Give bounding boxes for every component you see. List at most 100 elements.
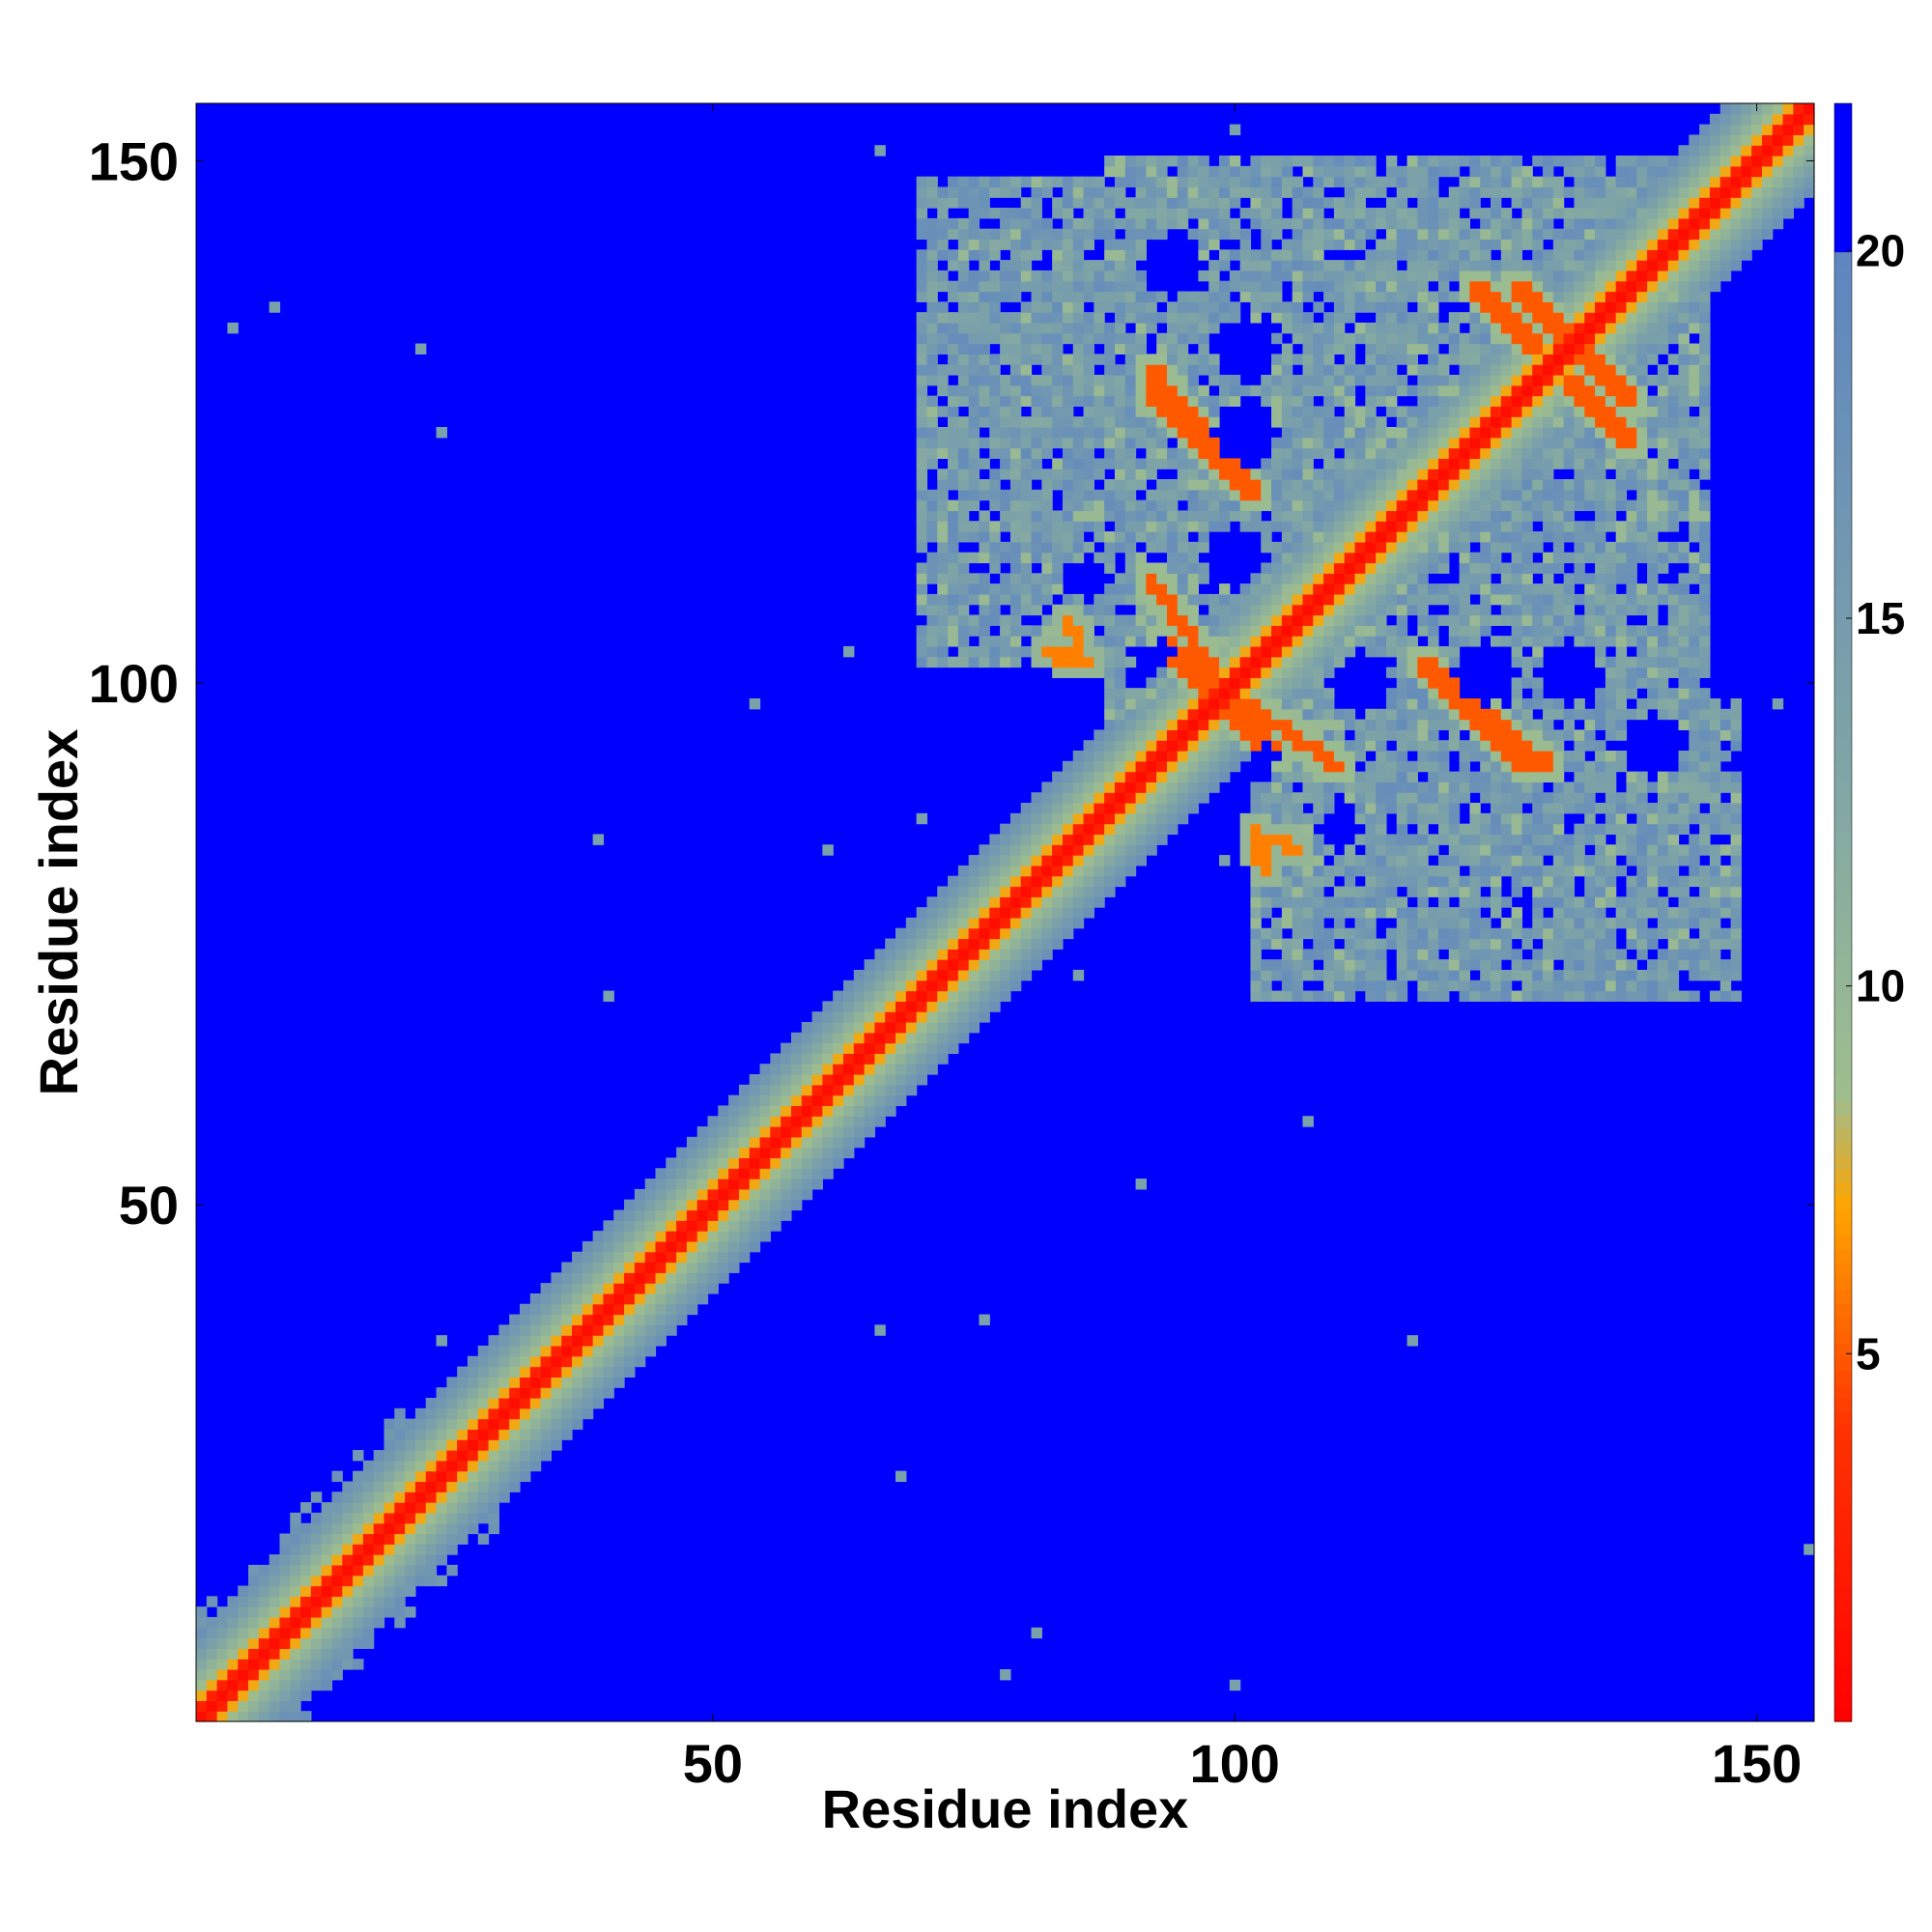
heatmap-cell	[843, 980, 855, 992]
heatmap-cell	[833, 1116, 844, 1127]
heatmap-cell	[1167, 803, 1179, 814]
heatmap-cell	[1521, 729, 1533, 741]
heatmap-cell	[644, 1303, 657, 1316]
heatmap-cell	[1406, 499, 1418, 512]
heatmap-cell	[1271, 217, 1283, 230]
heatmap-cell	[1491, 469, 1502, 480]
heatmap-cell	[759, 1136, 771, 1149]
heatmap-cell	[1532, 343, 1544, 355]
heatmap-cell	[770, 1084, 781, 1096]
heatmap-cell	[759, 1116, 771, 1127]
heatmap-cell	[1146, 186, 1157, 198]
heatmap-cell	[770, 1116, 781, 1127]
heatmap-cell	[864, 1105, 876, 1117]
heatmap-cell	[1385, 604, 1398, 616]
heatmap-cell	[1239, 823, 1252, 836]
heatmap-cell	[1313, 812, 1324, 825]
heatmap-cell	[1511, 949, 1523, 960]
heatmap-cell	[227, 1616, 239, 1629]
heatmap-cell	[551, 1345, 562, 1357]
heatmap-cell	[707, 1199, 719, 1211]
heatmap-cell	[1020, 343, 1033, 355]
heatmap-cell	[1302, 907, 1314, 919]
heatmap-cell	[1062, 803, 1074, 814]
heatmap-cell	[310, 1544, 323, 1555]
heatmap-cell	[405, 1481, 416, 1492]
heatmap-cell	[1313, 239, 1324, 250]
heatmap-cell	[1417, 917, 1429, 929]
heatmap-cell	[1543, 990, 1554, 1002]
heatmap-cell	[279, 1616, 291, 1629]
heatmap-cell	[979, 239, 990, 250]
heatmap-cell	[833, 1105, 844, 1117]
heatmap-cell	[1062, 176, 1074, 188]
heatmap-cell	[1177, 489, 1189, 501]
heatmap-cell	[957, 186, 970, 198]
heatmap-cell	[1271, 573, 1283, 584]
heatmap-cell	[1219, 771, 1231, 783]
heatmap-cell	[310, 1627, 323, 1639]
heatmap-cell	[1511, 907, 1523, 919]
heatmap-cell	[1062, 886, 1074, 897]
heatmap-cell	[1187, 437, 1200, 449]
heatmap-cell	[1500, 531, 1513, 543]
heatmap-cell	[1062, 416, 1074, 428]
heatmap-cell	[1365, 844, 1377, 856]
heatmap-cell	[1020, 332, 1033, 345]
heatmap-cell	[1376, 280, 1387, 293]
heatmap-cell	[1072, 437, 1085, 449]
heatmap-cell	[258, 1659, 270, 1670]
heatmap-cell	[321, 1585, 333, 1597]
heatmap-cell	[948, 447, 959, 460]
heatmap-cell	[1396, 208, 1408, 219]
heatmap-cell	[728, 1136, 740, 1149]
heatmap-cell	[1000, 291, 1011, 302]
heatmap-cell	[1543, 949, 1554, 960]
heatmap-cell	[948, 959, 959, 971]
heatmap-cell	[1428, 990, 1439, 1002]
heatmap-cell	[1094, 771, 1105, 783]
heatmap-cell	[1281, 740, 1293, 752]
heatmap-cell	[1000, 332, 1011, 345]
heatmap-cell	[1041, 907, 1053, 919]
heatmap-cell	[353, 1627, 364, 1639]
heatmap-cell	[1428, 760, 1439, 773]
heatmap-cell	[425, 1554, 438, 1566]
heatmap-cell	[1239, 844, 1252, 856]
heatmap-cell	[1041, 479, 1053, 491]
heatmap-cell	[1491, 636, 1502, 647]
heatmap-cell	[1437, 270, 1450, 282]
heatmap-cell	[1428, 645, 1439, 658]
heatmap-cell	[1146, 458, 1157, 469]
heatmap-cell	[926, 907, 938, 919]
heatmap-cell	[1167, 217, 1179, 230]
heatmap-cell	[258, 1606, 270, 1618]
heatmap-cell	[1354, 865, 1366, 877]
heatmap-cell	[1365, 604, 1377, 616]
heatmap-cell	[1437, 249, 1450, 261]
heatmap-cell	[1229, 124, 1241, 136]
heatmap-cell	[1469, 228, 1481, 241]
heatmap-cell	[1365, 228, 1377, 241]
heatmap-cell	[1480, 875, 1492, 888]
heatmap-cell	[968, 343, 980, 355]
heatmap-cell	[1376, 938, 1387, 950]
heatmap-cell	[1250, 521, 1262, 532]
heatmap-cell	[749, 1074, 761, 1086]
heatmap-cell	[1376, 354, 1387, 365]
heatmap-cell	[1104, 364, 1116, 376]
heatmap-cell	[624, 1335, 636, 1347]
heatmap-cell	[1146, 812, 1157, 825]
heatmap-cell	[405, 1554, 416, 1566]
heatmap-cell	[1385, 719, 1398, 730]
heatmap-cell	[572, 1335, 583, 1347]
heatmap-cell	[1396, 938, 1408, 950]
heatmap-cell	[926, 395, 938, 407]
heatmap-cell	[551, 1407, 562, 1420]
heatmap-cell	[572, 1303, 583, 1316]
heatmap-cell	[1229, 197, 1241, 209]
heatmap-cell	[1491, 938, 1502, 950]
heatmap-cell	[1323, 343, 1335, 355]
heatmap-cell	[1511, 677, 1523, 689]
heatmap-cell	[1271, 416, 1283, 428]
